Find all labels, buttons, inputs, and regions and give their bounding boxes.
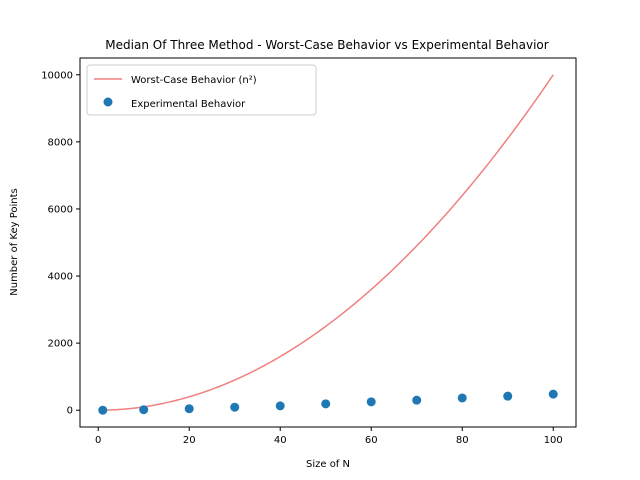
series-line-worst-case: [102, 74, 554, 411]
y-tick-label: 8000: [48, 137, 73, 148]
y-tick-label: 6000: [48, 204, 73, 215]
legend-box: [86, 64, 317, 116]
plot-area: [98, 74, 558, 415]
data-point-experimental: [503, 391, 513, 401]
x-tick-label: 100: [544, 435, 563, 446]
axes-frame: [79, 57, 577, 428]
x-tick-label: 20: [183, 435, 196, 446]
data-point-experimental: [457, 393, 467, 403]
y-tick-label: 0: [67, 406, 73, 417]
data-point-experimental: [230, 402, 240, 412]
x-tick-label: 0: [95, 435, 101, 446]
y-tick-label: 4000: [48, 272, 73, 283]
data-point-experimental: [184, 404, 194, 414]
x-axis: 0 20 40 60 80 100: [95, 427, 563, 446]
data-point-experimental: [275, 401, 285, 411]
data-point-experimental: [321, 399, 331, 409]
y-tick-label: 2000: [48, 339, 73, 350]
y-tick-label: 10000: [41, 70, 73, 81]
legend-label-experimental: Experimental Behavior: [131, 99, 246, 110]
legend-marker-swatch: [103, 97, 113, 107]
chart-title: Median Of Three Method - Worst-Case Beha…: [105, 38, 548, 52]
legend: Worst-Case Behavior (n²) Experimental Be…: [86, 64, 317, 116]
data-point-experimental: [98, 405, 108, 415]
x-axis-label: Size of N: [306, 459, 350, 470]
y-axis-label: Number of Key Points: [9, 188, 20, 296]
x-tick-label: 60: [365, 435, 378, 446]
x-tick-label: 40: [274, 435, 287, 446]
data-point-experimental: [139, 405, 149, 415]
data-point-experimental: [412, 395, 422, 405]
legend-label-worst-case: Worst-Case Behavior (n²): [131, 75, 257, 86]
data-point-experimental: [548, 389, 558, 399]
y-axis: 0 2000 4000 6000 8000 10000: [41, 70, 80, 417]
data-point-experimental: [366, 397, 376, 407]
x-tick-label: 80: [456, 435, 469, 446]
